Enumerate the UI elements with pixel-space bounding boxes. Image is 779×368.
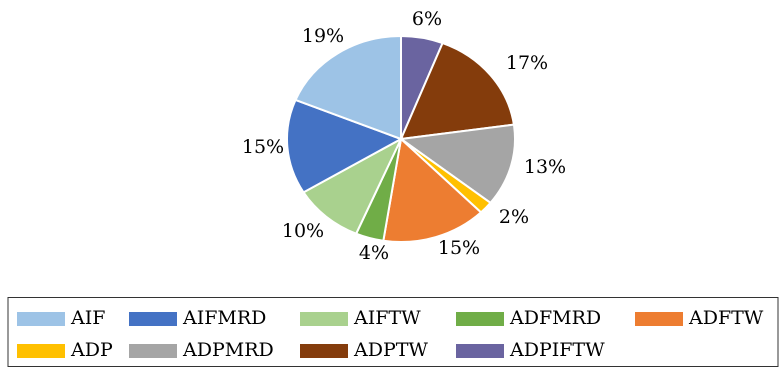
legend-item-adpiftw: ADPIFTW — [456, 339, 605, 361]
pie-slice-adptw — [399, 41, 516, 141]
legend-border — [7, 297, 779, 367]
data-label-aif: 19% — [302, 25, 344, 47]
legend-item-aifmrd: AIFMRD — [129, 307, 266, 329]
legend-item-aif: AIF — [17, 307, 105, 329]
legend-label-aif: AIF — [70, 307, 105, 329]
legend-swatch-adp — [17, 344, 65, 358]
pie-slice-adftw — [382, 137, 483, 244]
legend-item-aiftw: AIFTW — [300, 307, 421, 329]
data-label-aifmrd: 15% — [242, 136, 284, 158]
data-label-adptw: 17% — [506, 52, 548, 74]
legend-swatch-aiftw — [300, 312, 348, 326]
legend-swatch-aifmrd — [129, 312, 177, 326]
legend-item-adp: ADP — [17, 339, 113, 361]
legend-swatch-adpmrd — [129, 344, 177, 358]
pie-slice-aifmrd — [286, 98, 404, 194]
legend-swatch-adptw — [300, 344, 348, 358]
legend-item-adptw: ADPTW — [300, 339, 428, 361]
data-label-adpmrd: 13% — [524, 156, 566, 178]
legend: AIF AIFMRD AIFTW ADFMRD ADFTW ADP ADPMRD ADPTW A… — [7, 297, 779, 367]
pie-slice-adpmrd — [398, 123, 517, 205]
data-label-adpiftw: 6% — [412, 8, 442, 30]
pie-slices — [286, 34, 517, 244]
legend-swatch-adfmrd — [456, 312, 504, 326]
legend-swatch-adftw — [635, 312, 683, 326]
legend-label-adpmrd: ADPMRD — [182, 339, 274, 361]
legend-label-adp: ADP — [70, 339, 113, 361]
legend-item-adfmrd: ADFMRD — [456, 307, 601, 329]
legend-item-adftw: ADFTW — [635, 307, 764, 329]
legend-label-adptw: ADPTW — [353, 339, 428, 361]
data-label-aiftw: 10% — [282, 220, 324, 242]
data-label-adp: 2% — [499, 206, 529, 228]
legend-swatch-aif — [17, 312, 65, 326]
legend-swatch-adpiftw — [456, 344, 504, 358]
legend-item-adpmrd: ADPMRD — [129, 339, 274, 361]
data-label-adftw: 15% — [438, 237, 480, 259]
legend-items: AIF AIFMRD AIFTW ADFMRD ADFTW ADP ADPMRD ADPTW A… — [17, 307, 764, 361]
legend-label-aiftw: AIFTW — [353, 307, 421, 329]
legend-label-adftw: ADFTW — [688, 307, 764, 329]
legend-label-adfmrd: ADFMRD — [509, 307, 601, 329]
legend-label-adpiftw: ADPIFTW — [509, 339, 605, 361]
pie-slice-aif — [294, 34, 402, 141]
pie-data-labels: 6% 17% 13% 2% 15% 4% 10% 15% 19% — [242, 8, 566, 264]
data-label-adfmrd: 4% — [359, 242, 389, 264]
legend-label-aifmrd: AIFMRD — [182, 307, 266, 329]
